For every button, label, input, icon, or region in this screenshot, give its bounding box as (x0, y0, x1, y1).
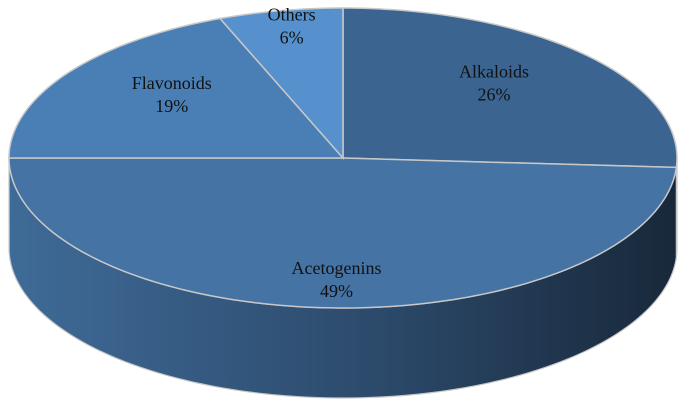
pie-slice (218, 7, 344, 160)
slice-label: Alkaloids (459, 61, 529, 81)
slice-label: Others (268, 4, 316, 24)
pie-slice (8, 17, 345, 159)
pie-slice (342, 7, 678, 169)
slice-value: 49% (320, 281, 353, 301)
pie-slice (8, 157, 678, 309)
slice-value: 19% (155, 96, 188, 116)
slice-label: Acetogenins (292, 258, 382, 278)
slice-value: 26% (477, 84, 510, 104)
slice-label: Flavonoids (132, 73, 212, 93)
slice-value: 6% (280, 27, 304, 47)
